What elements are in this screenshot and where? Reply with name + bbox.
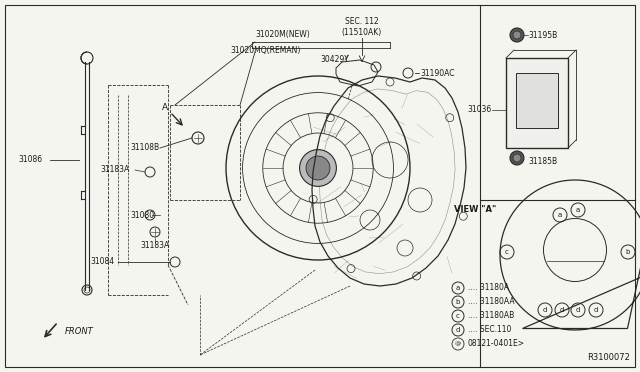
Text: SEC. 112: SEC. 112 — [345, 17, 379, 26]
Text: (11510AK): (11510AK) — [342, 29, 382, 38]
Circle shape — [306, 156, 330, 180]
Text: 31183A: 31183A — [140, 241, 169, 250]
Text: 30429Y: 30429Y — [320, 55, 349, 64]
Text: d: d — [560, 307, 564, 313]
Circle shape — [510, 28, 524, 42]
Text: 31036: 31036 — [468, 106, 492, 115]
Bar — [516, 73, 558, 128]
Text: a: a — [558, 212, 562, 218]
Text: .... 31180AA: .... 31180AA — [468, 298, 515, 307]
Text: d: d — [594, 307, 598, 313]
Text: b: b — [626, 249, 630, 255]
Text: @: @ — [455, 341, 461, 346]
Text: A: A — [162, 103, 168, 112]
Text: b: b — [456, 299, 460, 305]
Text: 31080: 31080 — [130, 211, 154, 219]
Text: a: a — [576, 207, 580, 213]
Text: .... 31180A: .... 31180A — [468, 283, 509, 292]
Text: .... SEC.110: .... SEC.110 — [468, 326, 511, 334]
Text: 31020M(NEW): 31020M(NEW) — [255, 31, 310, 39]
Text: d: d — [456, 327, 460, 333]
Text: 31190AC: 31190AC — [420, 68, 454, 77]
Circle shape — [510, 151, 524, 165]
Bar — [506, 58, 568, 148]
Text: c: c — [505, 249, 509, 255]
Text: 31086: 31086 — [18, 155, 42, 164]
Text: 31020MQ(REMAN): 31020MQ(REMAN) — [230, 45, 300, 55]
Text: 08121-0401E>: 08121-0401E> — [468, 340, 525, 349]
Circle shape — [513, 31, 521, 39]
Text: VIEW "A": VIEW "A" — [454, 205, 496, 215]
Text: FRONT: FRONT — [65, 327, 93, 337]
Text: .... 31180AB: .... 31180AB — [468, 311, 515, 321]
Text: 31084: 31084 — [90, 257, 114, 266]
Text: 31183A: 31183A — [100, 166, 129, 174]
Text: 31195B: 31195B — [528, 31, 557, 39]
Text: R3100072: R3100072 — [587, 353, 630, 362]
Circle shape — [300, 150, 337, 186]
Text: 31108B: 31108B — [130, 144, 159, 153]
Text: a: a — [456, 285, 460, 291]
Text: d: d — [543, 307, 547, 313]
Text: 31185B: 31185B — [528, 157, 557, 167]
Text: d: d — [576, 307, 580, 313]
Text: c: c — [456, 313, 460, 319]
Circle shape — [513, 154, 521, 162]
